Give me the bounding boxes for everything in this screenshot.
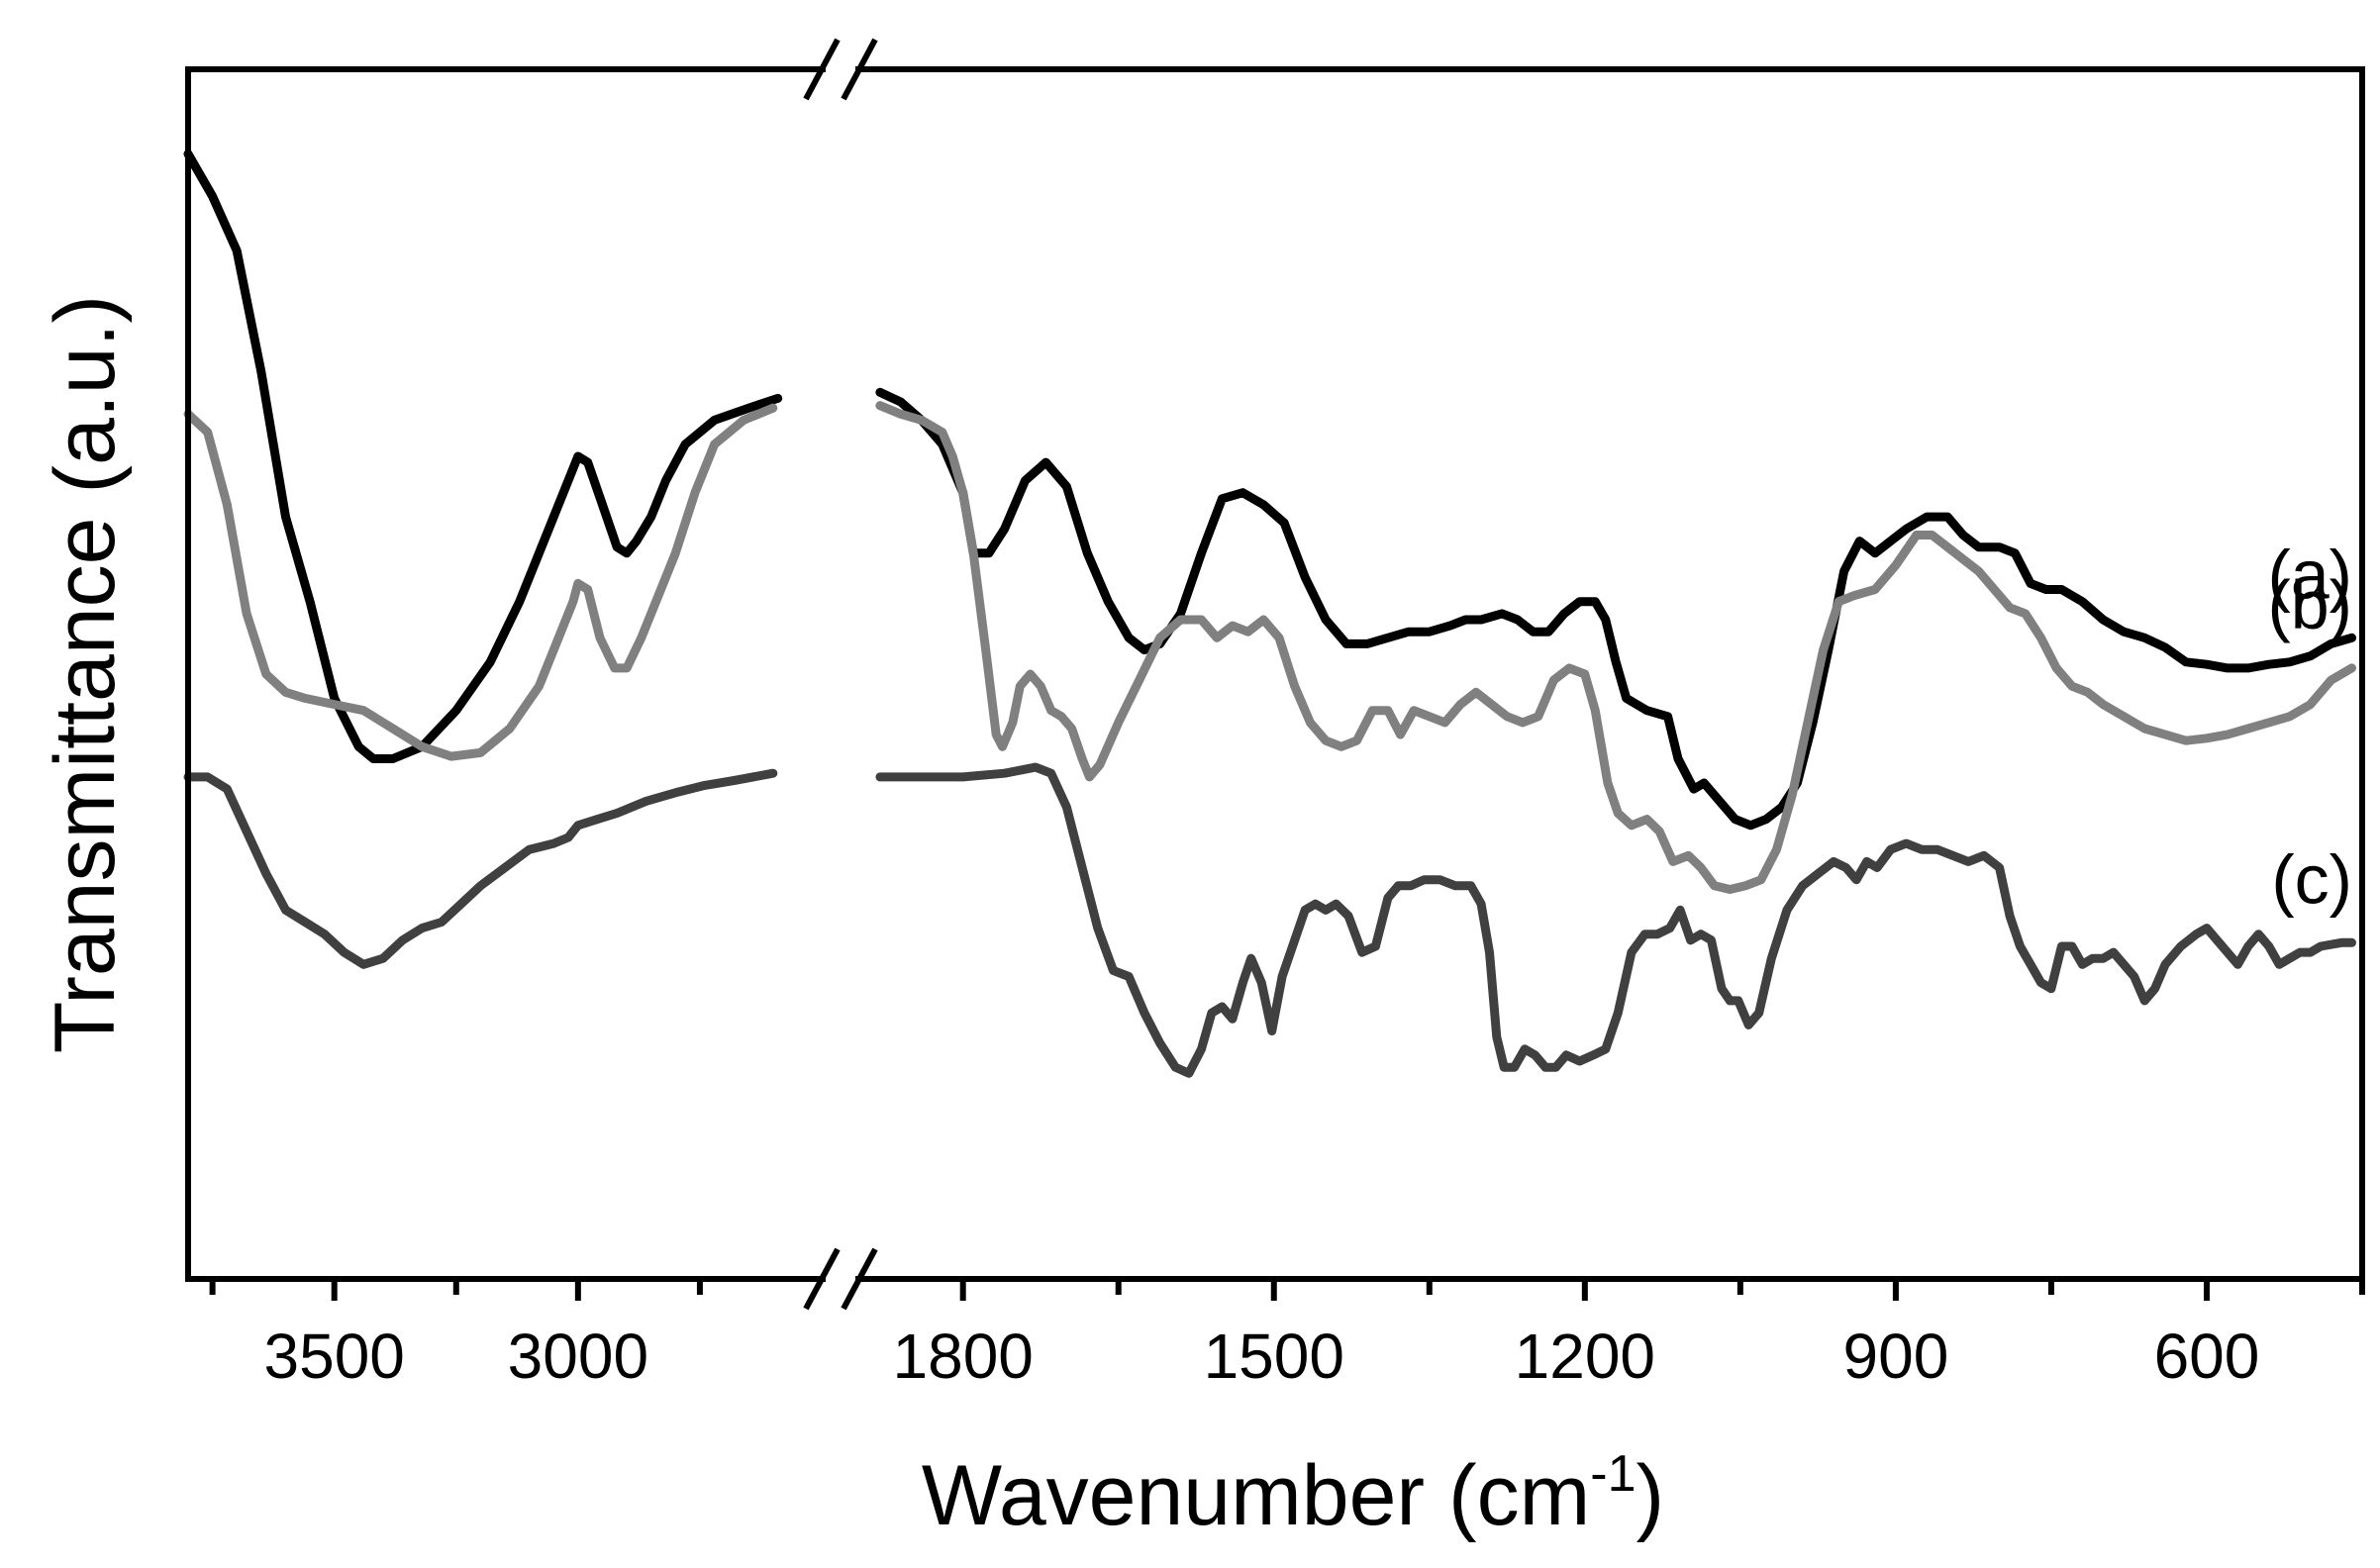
x-tick-label-3500: 3500 — [264, 1321, 405, 1392]
x-tick-label-1800: 1800 — [893, 1321, 1034, 1392]
series-1-high-segment — [183, 149, 783, 763]
top-axis-gap — [826, 63, 855, 75]
bottom-axis-gap — [826, 1273, 855, 1285]
break-mark-top-1 — [803, 38, 841, 101]
x-axis-title-suffix: ) — [1636, 1448, 1665, 1543]
x-axis-title-superscript: -1 — [1590, 1445, 1636, 1503]
break-mark-top-2 — [841, 38, 878, 101]
axis-break — [803, 38, 878, 1311]
series-layer: (a)(b) (c) — [183, 149, 2356, 1078]
series-3-low-segment — [875, 762, 2356, 1078]
labels-layer: Wavenumber (cm-1) Transmittance (a.u.) — [38, 295, 1664, 1543]
series-label-1: (a) — [2267, 536, 2352, 613]
x-tick-label-900: 900 — [1843, 1321, 1949, 1392]
series-1-low-segment — [875, 387, 2356, 831]
break-mark-bottom-2 — [841, 1247, 878, 1311]
x-tick-label-1200: 1200 — [1515, 1321, 1655, 1392]
x-tick-label-600: 600 — [2154, 1321, 2260, 1392]
axes-layer — [185, 63, 2365, 1285]
series-2-high-segment — [183, 403, 778, 761]
y-axis-title: Transmittance (a.u.) — [38, 295, 133, 1053]
break-mark-bottom-1 — [803, 1247, 841, 1311]
series-label-3: (c) — [2271, 840, 2352, 918]
ticks-layer: 3500 3000 1800 1500 1200 900 600 — [209, 1279, 2365, 1392]
series-3-high-segment — [183, 768, 778, 969]
x-tick-label-3000: 3000 — [508, 1321, 648, 1392]
x-axis-title: Wavenumber (cm-1) — [922, 1445, 1664, 1543]
series-label-2: (b) — [2267, 566, 2352, 643]
x-tick-label-1500: 1500 — [1204, 1321, 1344, 1392]
series-2-low-segment — [875, 401, 2356, 894]
plot-frame — [185, 66, 2365, 1282]
x-axis-title-main: Wavenumber (cm — [922, 1448, 1590, 1543]
